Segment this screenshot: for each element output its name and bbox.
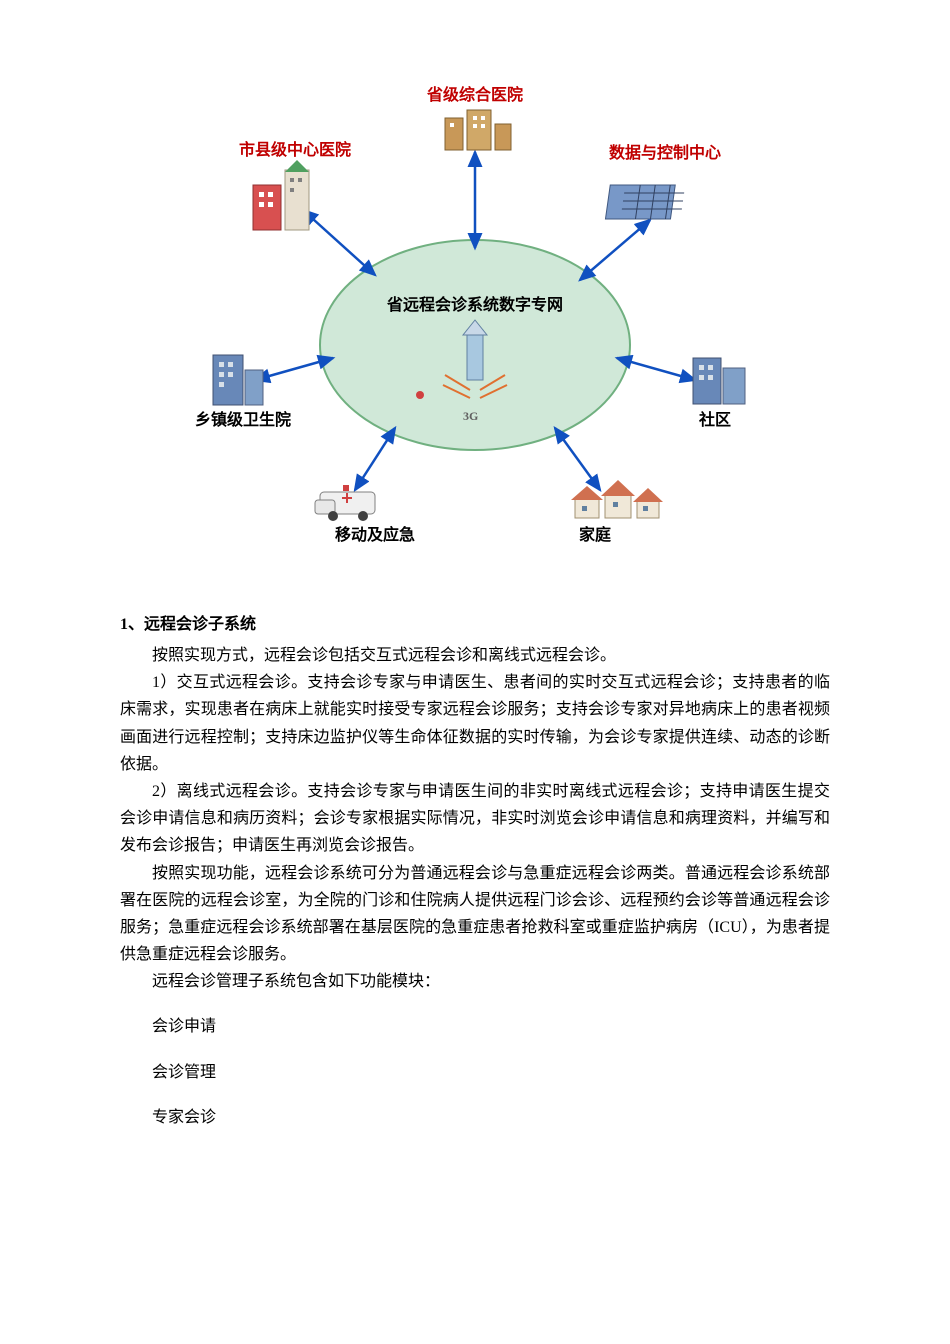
- arrow-bottom-right: [555, 428, 600, 490]
- paragraph-1: 按照实现方式，远程会诊包括交互式远程会诊和离线式远程会诊。: [120, 642, 830, 669]
- network-diagram: 省远程会诊系统数字专网 3G 省级综合医院: [120, 80, 830, 560]
- 3g-label: 3G: [463, 409, 478, 423]
- paragraph-4: 按照实现功能，远程会诊系统可分为普通远程会诊与急重症远程会诊两类。普通远程会诊系…: [120, 860, 830, 969]
- node-provincial-hospital: 省级综合医院: [426, 85, 523, 150]
- section-heading: 1、远程会诊子系统: [120, 610, 830, 634]
- arrow-left: [255, 358, 333, 380]
- arrow-right: [617, 358, 695, 380]
- module-item-3: 专家会诊: [120, 1104, 830, 1131]
- diagram-svg: 省远程会诊系统数字专网 3G 省级综合医院: [195, 80, 755, 560]
- node-mobile-emergency: 移动及应急: [315, 485, 415, 544]
- module-item-2: 会诊管理: [120, 1059, 830, 1086]
- node-top-right-label: 数据与控制中心: [609, 143, 721, 162]
- node-city-hospital: 市县级中心医院: [239, 140, 351, 230]
- node-top-label: 省级综合医院: [426, 85, 523, 104]
- module-item-1: 会诊申请: [120, 1013, 830, 1040]
- node-left-label: 乡镇级卫生院: [195, 410, 291, 429]
- node-bottom-left-label: 移动及应急: [335, 525, 415, 544]
- node-top-left-label: 市县级中心医院: [239, 140, 351, 159]
- paragraph-5: 远程会诊管理子系统包含如下功能模块：: [120, 968, 830, 995]
- node-right-label: 社区: [698, 410, 731, 429]
- center-label: 省远程会诊系统数字专网: [386, 295, 563, 314]
- arrow-bottom-left: [355, 428, 395, 490]
- node-bottom-right-label: 家庭: [579, 525, 611, 544]
- node-township: 乡镇级卫生院: [195, 355, 291, 429]
- paragraph-3: 2）离线式远程会诊。支持会诊专家与申请医生间的非实时离线式远程会诊；支持申请医生…: [120, 778, 830, 860]
- paragraph-2: 1）交互式远程会诊。支持会诊专家与申请医生、患者间的实时交互式远程会诊；支持患者…: [120, 669, 830, 778]
- node-data-center: 数据与控制中心: [605, 143, 721, 219]
- arrow-top-right: [580, 220, 650, 280]
- arrow-top-left: [303, 210, 375, 275]
- node-community: 社区: [693, 358, 745, 429]
- node-family: 家庭: [571, 480, 663, 544]
